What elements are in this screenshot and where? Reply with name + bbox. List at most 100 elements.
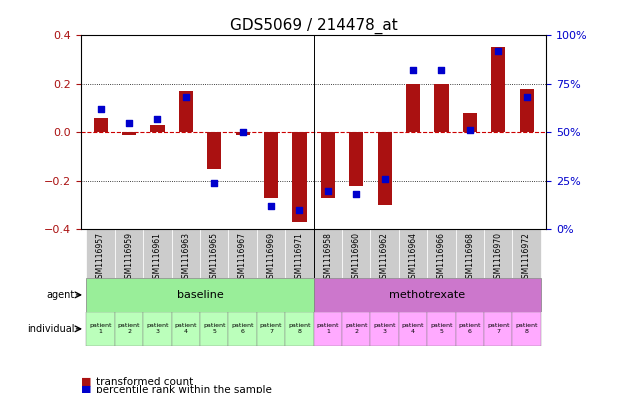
Point	[408, 67, 418, 73]
Text: baseline: baseline	[176, 290, 224, 300]
FancyBboxPatch shape	[314, 312, 342, 346]
Text: GSM1116968: GSM1116968	[465, 232, 474, 283]
Point	[493, 48, 503, 54]
Text: patient
2: patient 2	[345, 323, 368, 334]
Text: GSM1116960: GSM1116960	[351, 232, 361, 283]
Text: methotrexate: methotrexate	[389, 290, 465, 300]
Text: patient
4: patient 4	[175, 323, 197, 334]
Text: patient
7: patient 7	[260, 323, 283, 334]
FancyBboxPatch shape	[484, 312, 512, 346]
Bar	[264, 132, 278, 198]
Bar	[94, 118, 107, 132]
Text: GSM1116958: GSM1116958	[324, 232, 332, 283]
Text: GSM1116966: GSM1116966	[437, 232, 446, 283]
Text: GSM1116959: GSM1116959	[124, 232, 134, 283]
Point	[181, 94, 191, 101]
Bar	[349, 132, 363, 186]
FancyBboxPatch shape	[399, 312, 427, 346]
Point	[522, 94, 532, 101]
FancyBboxPatch shape	[200, 230, 229, 278]
FancyBboxPatch shape	[484, 230, 512, 278]
Point	[294, 207, 304, 213]
FancyBboxPatch shape	[456, 312, 484, 346]
FancyBboxPatch shape	[512, 230, 541, 278]
FancyBboxPatch shape	[86, 312, 115, 346]
Text: ■: ■	[81, 377, 91, 387]
FancyBboxPatch shape	[86, 278, 314, 312]
Point	[124, 119, 134, 126]
Text: patient
7: patient 7	[487, 323, 509, 334]
FancyBboxPatch shape	[257, 312, 285, 346]
Text: transformed count: transformed count	[96, 377, 194, 387]
Point	[152, 116, 162, 122]
Text: patient
3: patient 3	[146, 323, 169, 334]
Text: GSM1116962: GSM1116962	[380, 232, 389, 283]
Bar	[235, 132, 250, 135]
FancyBboxPatch shape	[314, 278, 541, 312]
Text: ■: ■	[81, 385, 91, 393]
Text: patient
6: patient 6	[458, 323, 481, 334]
FancyBboxPatch shape	[370, 312, 399, 346]
Text: GSM1116963: GSM1116963	[181, 232, 190, 283]
FancyBboxPatch shape	[115, 230, 143, 278]
Text: GSM1116969: GSM1116969	[266, 232, 276, 283]
Text: GSM1116961: GSM1116961	[153, 232, 162, 283]
Text: individual: individual	[27, 324, 75, 334]
FancyBboxPatch shape	[427, 230, 456, 278]
Text: patient
5: patient 5	[203, 323, 225, 334]
FancyBboxPatch shape	[342, 230, 370, 278]
Text: percentile rank within the sample: percentile rank within the sample	[96, 385, 272, 393]
Text: patient
8: patient 8	[288, 323, 310, 334]
Point	[379, 176, 389, 182]
FancyBboxPatch shape	[370, 230, 399, 278]
Text: patient
6: patient 6	[232, 323, 254, 334]
Bar	[207, 132, 221, 169]
Bar	[320, 132, 335, 198]
Point	[465, 127, 475, 134]
Point	[437, 67, 446, 73]
Title: GDS5069 / 214478_at: GDS5069 / 214478_at	[230, 18, 397, 34]
Text: GSM1116972: GSM1116972	[522, 232, 531, 283]
Point	[96, 106, 106, 112]
Text: GSM1116967: GSM1116967	[238, 232, 247, 283]
FancyBboxPatch shape	[171, 312, 200, 346]
Bar	[378, 132, 392, 205]
Bar	[122, 132, 136, 135]
FancyBboxPatch shape	[342, 312, 370, 346]
Point	[238, 129, 248, 136]
Text: patient
3: patient 3	[373, 323, 396, 334]
Text: patient
1: patient 1	[89, 323, 112, 334]
Bar	[292, 132, 307, 222]
Text: patient
4: patient 4	[402, 323, 424, 334]
FancyBboxPatch shape	[456, 230, 484, 278]
FancyBboxPatch shape	[200, 312, 229, 346]
Text: patient
5: patient 5	[430, 323, 453, 334]
FancyBboxPatch shape	[285, 312, 314, 346]
Text: GSM1116957: GSM1116957	[96, 232, 105, 283]
Text: GSM1116971: GSM1116971	[295, 232, 304, 283]
Point	[266, 203, 276, 209]
FancyBboxPatch shape	[257, 230, 285, 278]
FancyBboxPatch shape	[427, 312, 456, 346]
Bar	[179, 91, 193, 132]
FancyBboxPatch shape	[115, 312, 143, 346]
FancyBboxPatch shape	[143, 312, 171, 346]
FancyBboxPatch shape	[285, 230, 314, 278]
Bar	[463, 113, 477, 132]
FancyBboxPatch shape	[314, 230, 342, 278]
FancyBboxPatch shape	[229, 312, 257, 346]
Bar	[434, 84, 448, 132]
FancyBboxPatch shape	[143, 230, 171, 278]
Text: GSM1116965: GSM1116965	[210, 232, 219, 283]
FancyBboxPatch shape	[399, 230, 427, 278]
Text: agent: agent	[47, 290, 75, 300]
Text: GSM1116964: GSM1116964	[409, 232, 417, 283]
Bar	[520, 89, 533, 132]
Bar	[150, 125, 165, 132]
Text: GSM1116970: GSM1116970	[494, 232, 503, 283]
FancyBboxPatch shape	[86, 230, 115, 278]
FancyBboxPatch shape	[171, 230, 200, 278]
Point	[351, 191, 361, 198]
Text: patient
2: patient 2	[118, 323, 140, 334]
Bar	[406, 84, 420, 132]
